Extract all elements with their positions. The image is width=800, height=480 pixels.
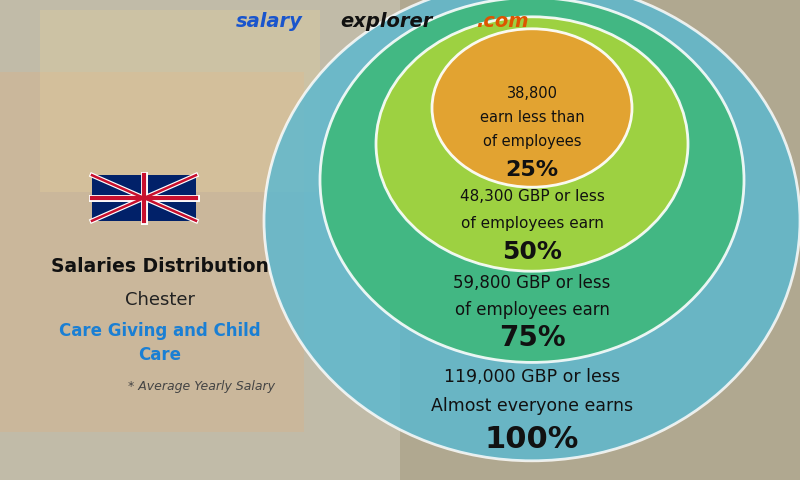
Text: 25%: 25% (506, 160, 558, 180)
FancyBboxPatch shape (92, 175, 196, 221)
Text: Almost everyone earns: Almost everyone earns (431, 396, 633, 415)
Text: 48,300 GBP or less: 48,300 GBP or less (459, 189, 605, 204)
Text: earn less than: earn less than (480, 110, 584, 125)
Text: Chester: Chester (125, 291, 195, 309)
Text: 50%: 50% (502, 240, 562, 264)
Text: .com: .com (476, 12, 529, 31)
Text: 75%: 75% (498, 324, 566, 352)
Text: 59,800 GBP or less: 59,800 GBP or less (454, 274, 610, 292)
Text: of employees: of employees (482, 134, 582, 149)
FancyBboxPatch shape (0, 72, 304, 432)
Text: * Average Yearly Salary: * Average Yearly Salary (128, 380, 275, 393)
Text: 38,800: 38,800 (506, 86, 558, 101)
Ellipse shape (376, 17, 688, 271)
Text: 119,000 GBP or less: 119,000 GBP or less (444, 368, 620, 386)
Text: Care Giving and Child
Care: Care Giving and Child Care (59, 323, 261, 364)
Text: of employees earn: of employees earn (461, 216, 603, 231)
Text: of employees earn: of employees earn (454, 300, 610, 319)
Text: salary: salary (236, 12, 303, 31)
Ellipse shape (320, 0, 744, 362)
FancyBboxPatch shape (40, 10, 320, 192)
Text: Salaries Distribution: Salaries Distribution (51, 257, 269, 276)
Text: 100%: 100% (485, 425, 579, 454)
Ellipse shape (432, 29, 632, 187)
Ellipse shape (264, 0, 800, 461)
Text: explorer: explorer (340, 12, 432, 31)
FancyBboxPatch shape (0, 0, 400, 480)
